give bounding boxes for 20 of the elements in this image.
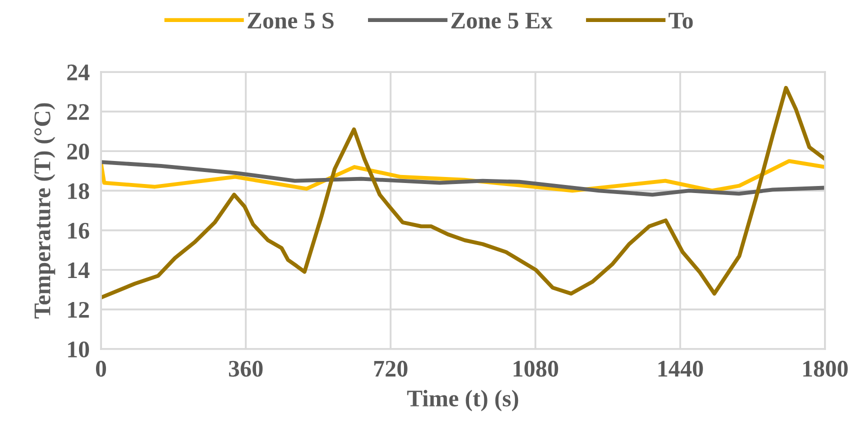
y-tick-label: 12 [68, 302, 89, 318]
x-tick-label: 1080 [514, 360, 558, 377]
x-tick-label: 1440 [658, 360, 703, 377]
y-tick-label: 20 [67, 144, 89, 160]
y-tick-label: 14 [68, 262, 90, 278]
legend-label: To [668, 12, 693, 29]
x-axis-title: Time (t) (s) [407, 390, 518, 412]
x-tick-label: 0 [96, 360, 106, 377]
y-tick-label: 24 [67, 64, 90, 80]
y-tick-label: 18 [68, 183, 90, 200]
line-series [101, 86, 825, 300]
y-tick-label: 16 [68, 222, 90, 239]
y-tick-label: 10 [68, 341, 89, 358]
x-tick-label: 1800 [803, 360, 848, 377]
legend-label: Zone 5 Ex [451, 12, 552, 29]
x-tick-label: 720 [374, 360, 408, 377]
legend-label: Zone 5 S [248, 12, 334, 29]
y-tick-label: 22 [67, 104, 89, 120]
y-axis-title: Temperature (T) (°C) [34, 103, 56, 318]
x-tick-label: 360 [228, 360, 263, 377]
